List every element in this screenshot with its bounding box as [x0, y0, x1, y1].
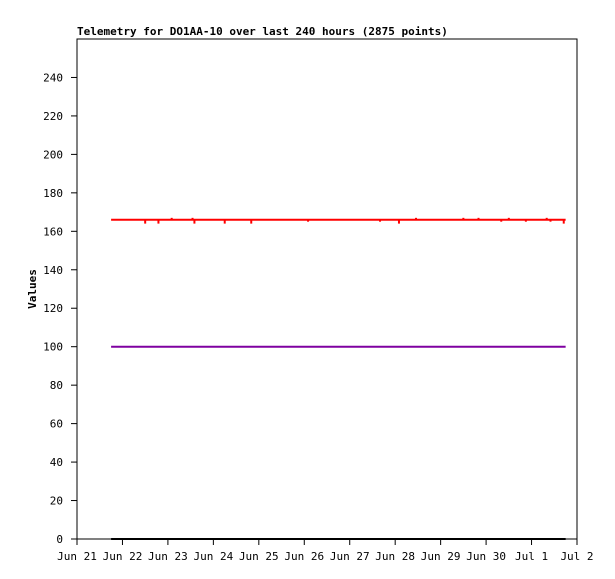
y-tick-label: 200	[43, 148, 63, 161]
x-tick-label: Jun 25	[239, 550, 279, 563]
y-axis-label: Values	[26, 269, 39, 309]
x-tick-label: Jul 1	[515, 550, 548, 563]
y-axis: 0 20 40 60 80 100 120 140 160 180 200 220 240	[43, 71, 77, 546]
x-tick-label: Jun 27	[330, 550, 370, 563]
y-tick-label: 140	[43, 264, 63, 277]
y-tick-label: 220	[43, 110, 63, 123]
y-tick-label: 60	[50, 418, 63, 431]
y-tick-label: 180	[43, 187, 63, 200]
y-tick-label: 160	[43, 225, 63, 238]
x-tick-label: Jun 28	[375, 550, 415, 563]
y-tick-label: 100	[43, 341, 63, 354]
x-tick-label: Jun 30	[466, 550, 506, 563]
y-tick-label: 40	[50, 456, 63, 469]
x-tick-label: Jun 29	[421, 550, 461, 563]
y-tick-label: 20	[50, 495, 63, 508]
x-tick-label: Jul 2	[560, 550, 593, 563]
x-tick-label: Jun 26	[284, 550, 324, 563]
series-layer	[111, 217, 566, 540]
plot-frame	[76, 38, 578, 540]
x-axis: Jun 21 Jun 22 Jun 23 Jun 24 Jun 25 Jun 26 Jun …	[57, 539, 594, 563]
y-tick-label: 0	[56, 533, 63, 546]
y-tick-label: 80	[50, 379, 63, 392]
x-tick-label: Jun 24	[193, 550, 233, 563]
y-tick-label: 120	[43, 302, 63, 315]
x-tick-label: Jun 22	[103, 550, 143, 563]
chart-title: Telemetry for DO1AA-10 over last 240 hou…	[77, 25, 448, 38]
x-tick-label: Jun 21	[57, 550, 97, 563]
x-tick-label: Jun 23	[148, 550, 188, 563]
y-tick-label: 240	[43, 71, 63, 84]
